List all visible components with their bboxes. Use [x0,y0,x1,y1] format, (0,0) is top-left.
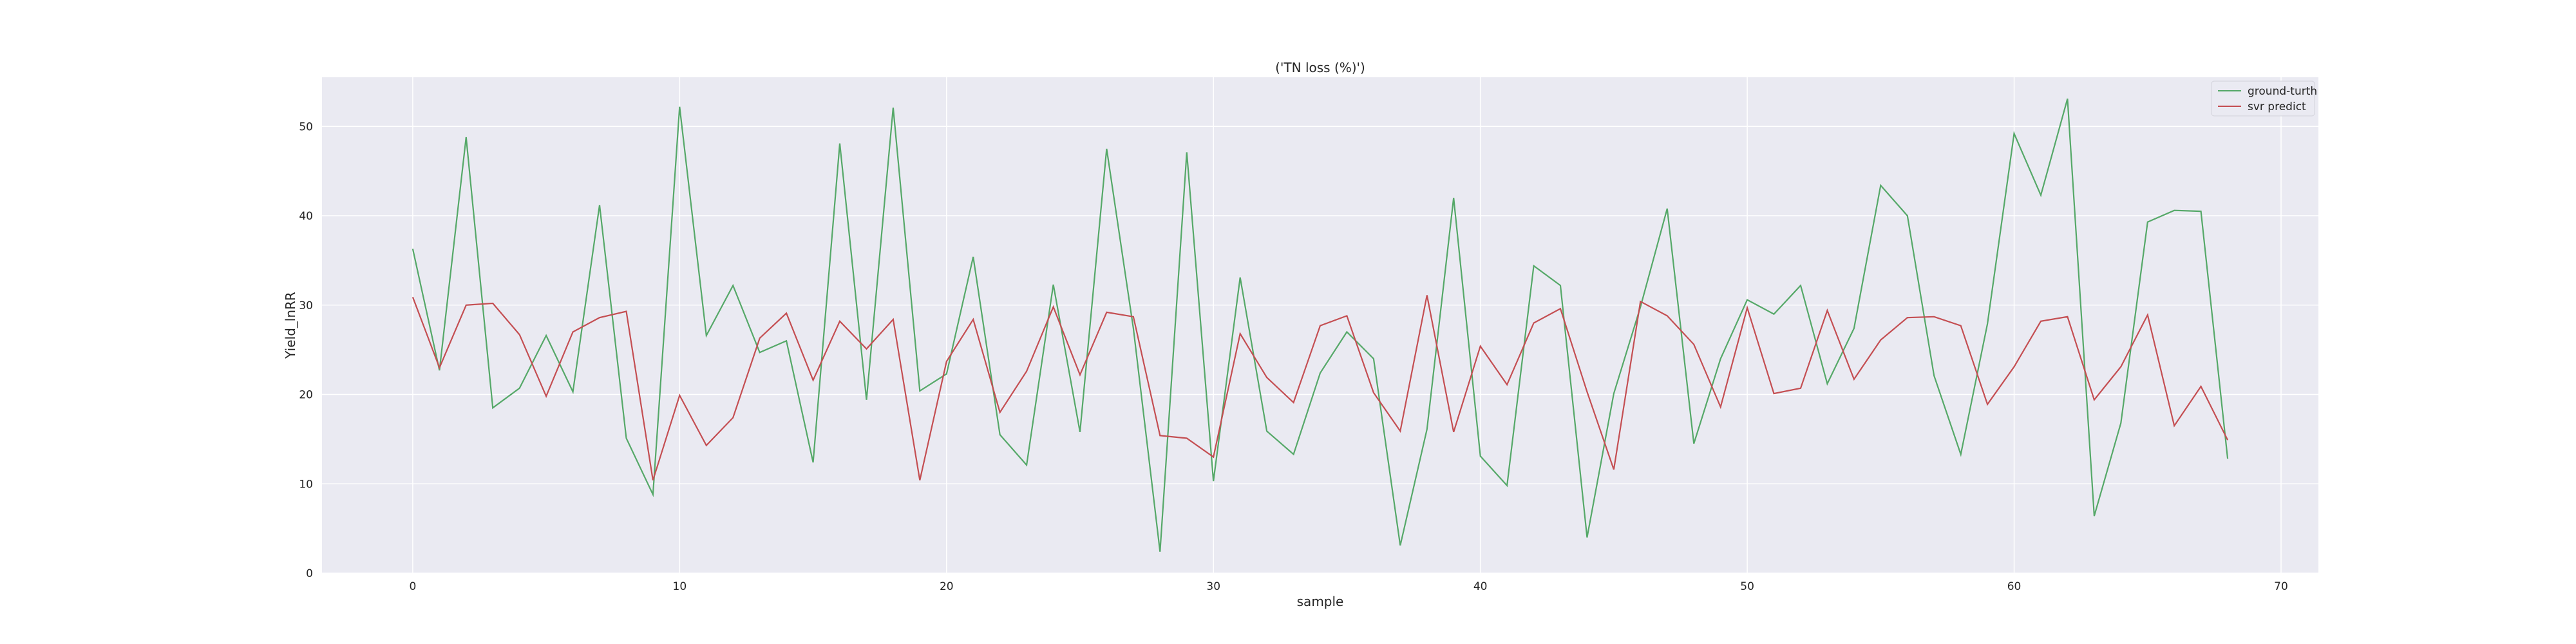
grid-lines [322,77,2318,574]
tick-labels: 0 10 20 30 40 50 60 70 0 10 20 30 40 50 [299,120,2287,593]
x-tick-label: 10 [673,580,687,593]
y-tick-label: 20 [299,389,313,402]
y-tick-label: 50 [299,120,313,133]
legend-label-ground-turth: ground-turth [2248,85,2317,98]
x-tick-label: 50 [1740,580,1754,593]
series-lines [412,99,2229,552]
x-tick-label: 30 [1206,580,1220,593]
legend-label-svr-predict: svr predict [2248,100,2306,113]
legend: ground-turth svr predict [2211,80,2317,117]
x-tick-label: 0 [409,580,416,593]
legend-box [2211,80,2315,117]
series-line-ground-turth [412,99,2229,552]
y-tick-label: 0 [306,567,313,580]
y-axis-title: Yield_lnRR [283,292,298,359]
y-tick-label: 10 [299,478,313,491]
x-tick-label: 60 [2007,580,2022,593]
x-axis-title: sample [1297,594,1344,609]
x-tick-label: 70 [2274,580,2288,593]
x-tick-label: 20 [940,580,954,593]
y-tick-label: 40 [299,210,313,223]
chart-title: ('TN loss (%)') [1275,60,1365,75]
y-tick-label: 30 [299,299,313,312]
series-line-svr-predict [412,295,2229,481]
x-tick-label: 40 [1473,580,1488,593]
